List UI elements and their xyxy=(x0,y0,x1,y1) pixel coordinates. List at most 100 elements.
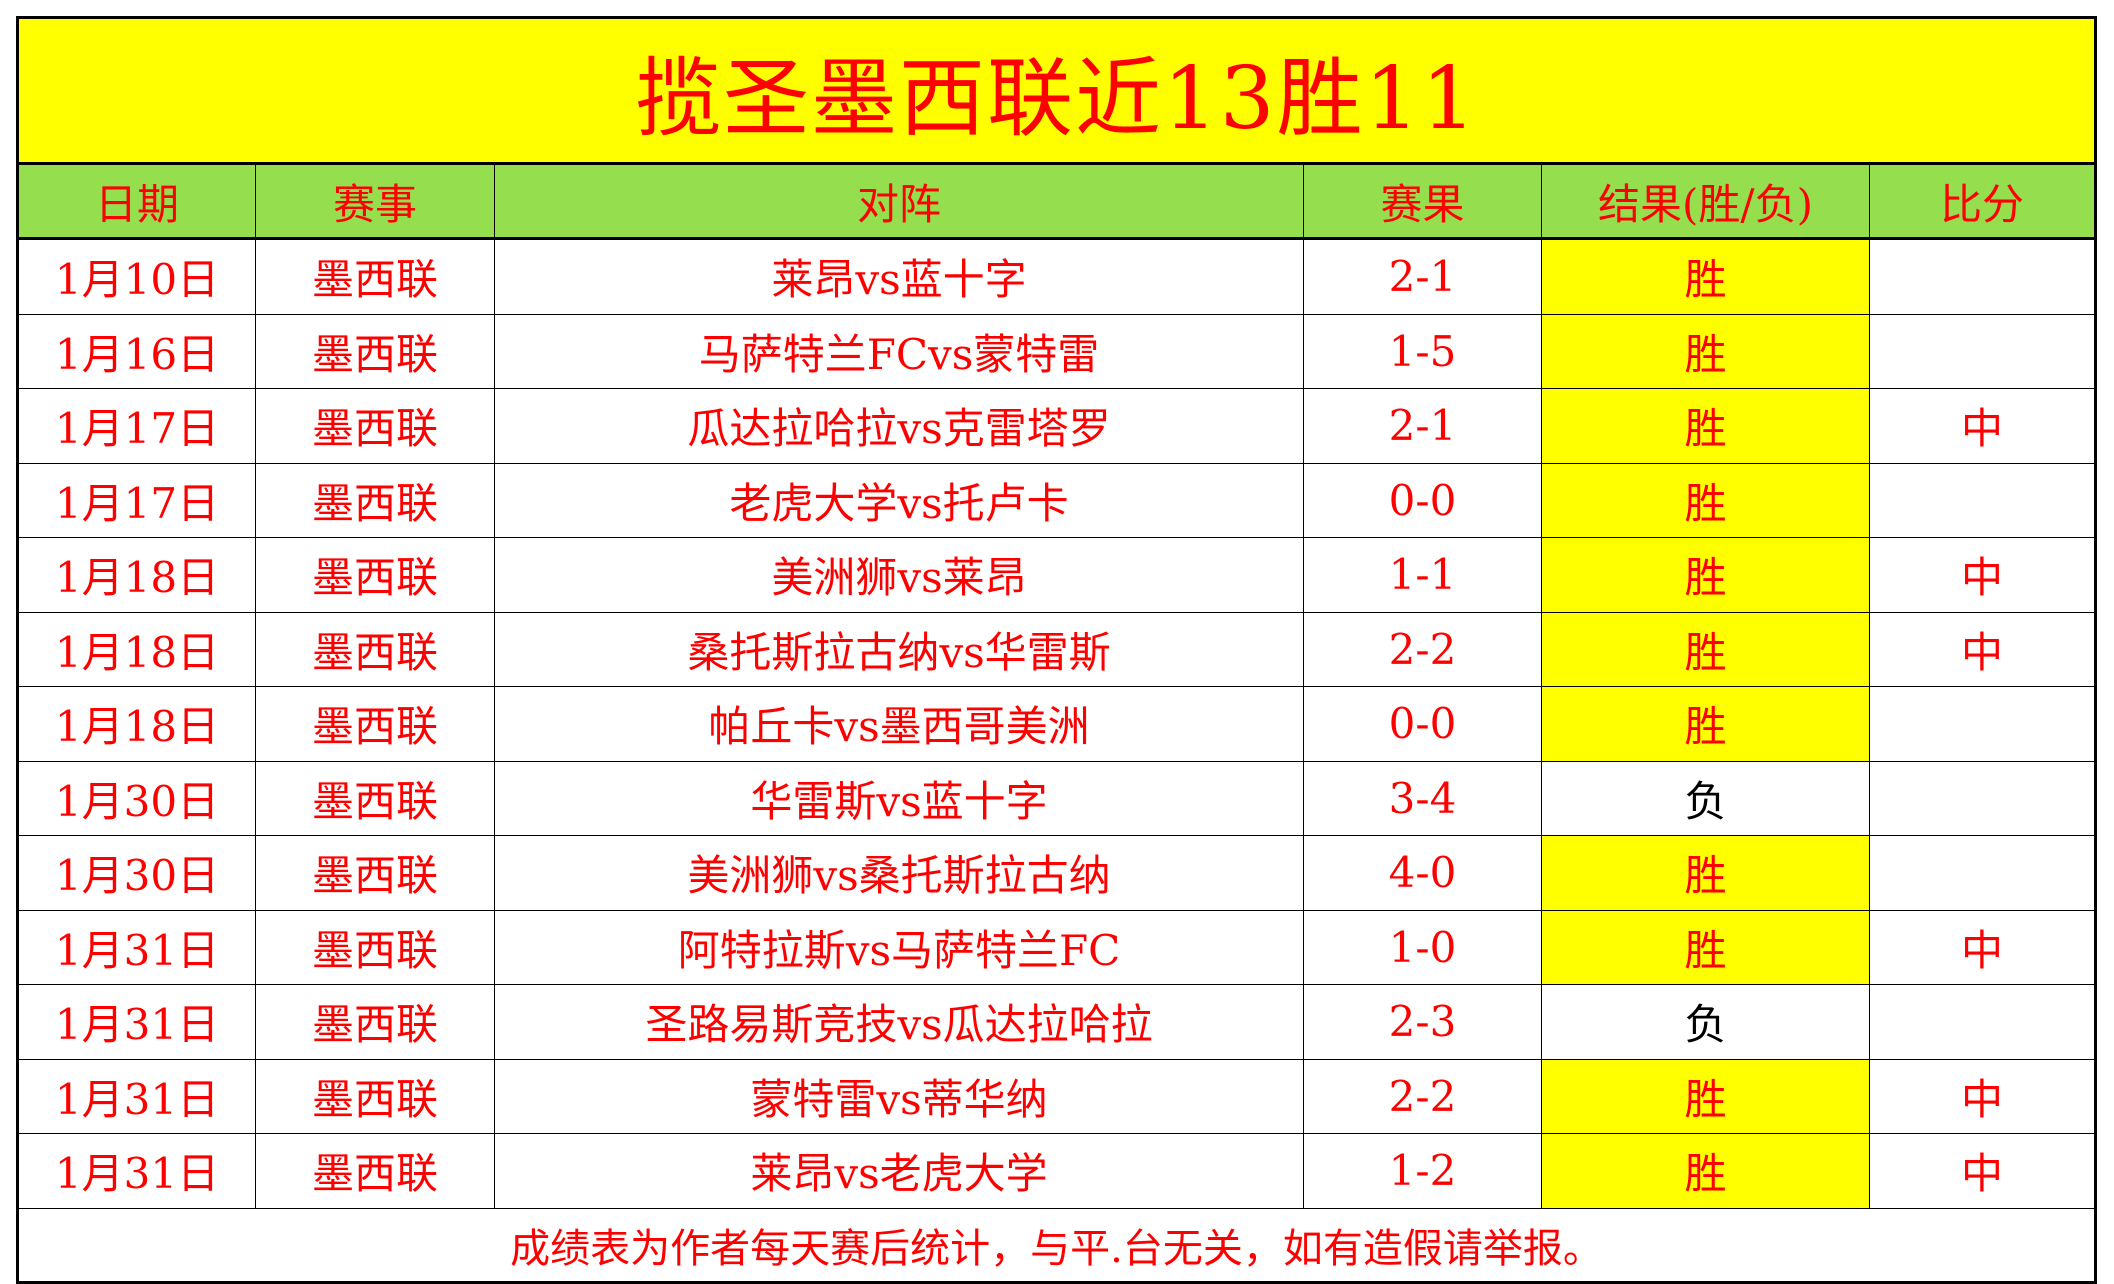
result-cell: 胜 xyxy=(1542,538,1870,612)
match-cell: 美洲狮vs桑托斯拉古纳 xyxy=(495,836,1304,910)
results-table: 揽圣墨西联近13胜11 日期 赛事 对阵 赛果 结果(胜/负) 比分 1月10日… xyxy=(16,16,2097,1284)
result-cell: 胜 xyxy=(1542,463,1870,537)
score-cell: 1-5 xyxy=(1304,314,1542,388)
match-cell: 帕丘卡vs墨西哥美洲 xyxy=(495,687,1304,761)
score-cell: 1-2 xyxy=(1304,1134,1542,1208)
league-cell: 墨西联 xyxy=(256,687,495,761)
match-cell: 老虎大学vs托卢卡 xyxy=(495,463,1304,537)
header-match: 对阵 xyxy=(495,165,1304,237)
league-cell: 墨西联 xyxy=(256,836,495,910)
date-cell: 1月17日 xyxy=(19,463,256,537)
mark-cell xyxy=(1870,240,2094,314)
league-cell: 墨西联 xyxy=(256,761,495,835)
score-cell: 0-0 xyxy=(1304,463,1542,537)
mark-cell: 中 xyxy=(1960,1074,2003,1124)
mark-cell: 中 xyxy=(1960,627,2003,677)
league-cell: 墨西联 xyxy=(256,612,495,686)
header-row: 日期 赛事 对阵 赛果 结果(胜/负) 比分 xyxy=(19,165,2094,240)
match-cell: 圣路易斯竞技vs瓜达拉哈拉 xyxy=(495,985,1304,1059)
match-cell: 阿特拉斯vs马萨特兰FC xyxy=(495,910,1304,984)
mark-cell xyxy=(1870,836,2094,910)
league-cell: 墨西联 xyxy=(256,463,495,537)
match-cell: 马萨特兰FCvs蒙特雷 xyxy=(495,314,1304,388)
table-row: 1月10日 墨西联 莱昂vs蓝十字 2-1 胜 xyxy=(19,240,2094,315)
date-cell: 1月30日 xyxy=(19,836,256,910)
league-cell: 墨西联 xyxy=(256,1134,495,1208)
date-cell: 1月18日 xyxy=(19,538,256,612)
footer-note: 成绩表为作者每天赛后统计，与平.台无关，如有造假请举报。 xyxy=(510,1225,1603,1272)
date-cell: 1月18日 xyxy=(19,612,256,686)
date-cell: 1月31日 xyxy=(19,985,256,1059)
result-cell: 负 xyxy=(1542,985,1870,1059)
header-league: 赛事 xyxy=(256,165,495,237)
header-date: 日期 xyxy=(19,165,256,237)
score-cell: 1-1 xyxy=(1304,538,1542,612)
header-result: 结果(胜/负) xyxy=(1542,165,1870,237)
league-cell: 墨西联 xyxy=(256,1059,495,1133)
date-cell: 1月17日 xyxy=(19,389,256,463)
date-cell: 1月10日 xyxy=(19,240,256,314)
table-row: 1月16日 墨西联 马萨特兰FCvs蒙特雷 1-5 胜 xyxy=(19,314,2094,389)
score-cell: 2-2 xyxy=(1304,1059,1542,1133)
mark-cell xyxy=(1870,464,2094,538)
date-cell: 1月18日 xyxy=(19,687,256,761)
mark-cell: 中 xyxy=(1960,553,2003,603)
result-cell: 胜 xyxy=(1542,1059,1870,1133)
result-cell: 胜 xyxy=(1542,389,1870,463)
league-cell: 墨西联 xyxy=(256,240,495,314)
mark-cell: 中 xyxy=(1960,1149,2003,1199)
mark-cell xyxy=(1870,315,2094,389)
league-cell: 墨西联 xyxy=(256,538,495,612)
score-cell: 2-1 xyxy=(1304,240,1542,314)
league-cell: 墨西联 xyxy=(256,389,495,463)
score-cell: 4-0 xyxy=(1304,836,1542,910)
table-row: 1月17日 墨西联 老虎大学vs托卢卡 0-0 胜 xyxy=(19,463,2094,538)
table-row: 1月31日 墨西联 阿特拉斯vs马萨特兰FC 1-0 胜 中 xyxy=(19,910,2094,985)
date-cell: 1月16日 xyxy=(19,314,256,388)
match-cell: 瓜达拉哈拉vs克雷塔罗 xyxy=(495,389,1304,463)
table-row: 1月18日 墨西联 美洲狮vs莱昂 1-1 胜 中 xyxy=(19,538,2094,613)
table-row: 1月30日 墨西联 华雷斯vs蓝十字 3-4 负 xyxy=(19,761,2094,836)
table-row: 1月18日 墨西联 桑托斯拉古纳vs华雷斯 2-2 胜 中 xyxy=(19,612,2094,687)
mark-cell xyxy=(1870,687,2094,761)
league-cell: 墨西联 xyxy=(256,985,495,1059)
table-row: 1月17日 墨西联 瓜达拉哈拉vs克雷塔罗 2-1 胜 中 xyxy=(19,389,2094,464)
score-cell: 3-4 xyxy=(1304,761,1542,835)
table-row: 1月31日 墨西联 莱昂vs老虎大学 1-2 胜 中 xyxy=(19,1134,2094,1209)
result-cell: 负 xyxy=(1542,761,1870,835)
match-cell: 桑托斯拉古纳vs华雷斯 xyxy=(495,612,1304,686)
match-cell: 美洲狮vs莱昂 xyxy=(495,538,1304,612)
date-cell: 1月31日 xyxy=(19,910,256,984)
table-row: 1月30日 墨西联 美洲狮vs桑托斯拉古纳 4-0 胜 xyxy=(19,836,2094,911)
result-cell: 胜 xyxy=(1542,612,1870,686)
table-row: 1月31日 墨西联 圣路易斯竞技vs瓜达拉哈拉 2-3 负 xyxy=(19,985,2094,1060)
header-mark: 比分 xyxy=(1939,179,2024,229)
table-row: 1月18日 墨西联 帕丘卡vs墨西哥美洲 0-0 胜 xyxy=(19,687,2094,762)
match-cell: 蒙特雷vs蒂华纳 xyxy=(495,1059,1304,1133)
header-score: 赛果 xyxy=(1304,165,1542,237)
match-cell: 莱昂vs蓝十字 xyxy=(495,240,1304,314)
date-cell: 1月31日 xyxy=(19,1134,256,1208)
date-cell: 1月31日 xyxy=(19,1059,256,1133)
result-cell: 胜 xyxy=(1542,687,1870,761)
match-cell: 华雷斯vs蓝十字 xyxy=(495,761,1304,835)
score-cell: 0-0 xyxy=(1304,687,1542,761)
table-row: 1月31日 墨西联 蒙特雷vs蒂华纳 2-2 胜 中 xyxy=(19,1059,2094,1134)
date-cell: 1月30日 xyxy=(19,761,256,835)
mark-cell: 中 xyxy=(1960,925,2003,975)
result-cell: 胜 xyxy=(1542,240,1870,314)
mark-cell: 中 xyxy=(1960,404,2003,454)
table-title: 揽圣墨西联近13胜11 xyxy=(19,19,2094,165)
result-cell: 胜 xyxy=(1542,1134,1870,1208)
league-cell: 墨西联 xyxy=(256,910,495,984)
result-cell: 胜 xyxy=(1542,314,1870,388)
score-cell: 2-1 xyxy=(1304,389,1542,463)
league-cell: 墨西联 xyxy=(256,314,495,388)
mark-cell xyxy=(1870,762,2094,836)
score-cell: 2-3 xyxy=(1304,985,1542,1059)
mark-cell xyxy=(1870,985,2094,1059)
score-cell: 2-2 xyxy=(1304,612,1542,686)
match-cell: 莱昂vs老虎大学 xyxy=(495,1134,1304,1208)
result-cell: 胜 xyxy=(1542,910,1870,984)
score-cell: 1-0 xyxy=(1304,910,1542,984)
